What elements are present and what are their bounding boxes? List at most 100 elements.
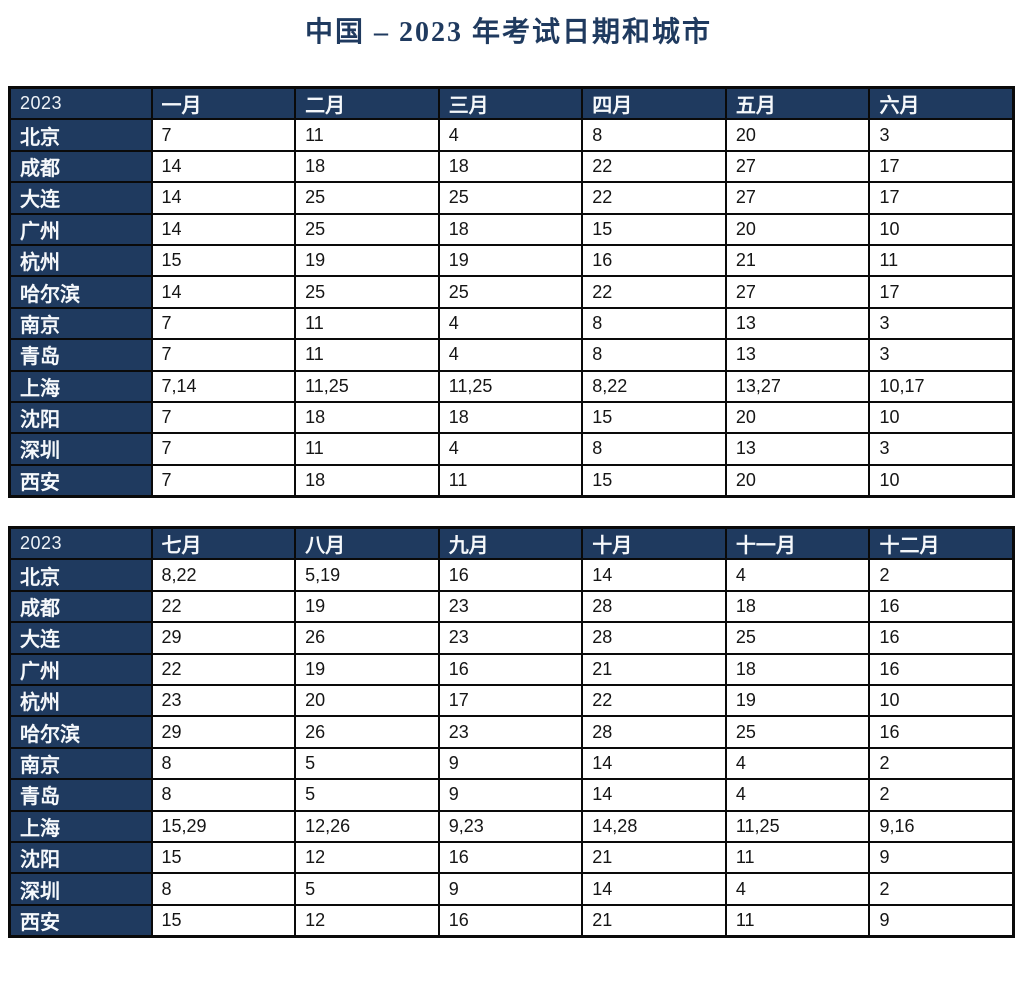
month-header-cell: 十月 xyxy=(581,526,727,561)
exam-date-cell: 10 xyxy=(868,463,1015,498)
exam-date-cell: 12,26 xyxy=(294,809,440,843)
exam-date-cell: 29 xyxy=(150,621,297,655)
exam-date-cell: 25 xyxy=(294,275,440,309)
city-name-cell: 哈尔滨 xyxy=(8,715,153,749)
exam-date-cell: 25 xyxy=(294,212,440,246)
exam-date-cell: 22 xyxy=(581,684,727,718)
city-row: 南京 7 11 4 8 13 3 xyxy=(8,306,1015,341)
exam-date-cell: 3 xyxy=(868,338,1015,372)
city-name-cell: 杭州 xyxy=(8,243,153,278)
city-name-cell: 青岛 xyxy=(8,778,153,812)
city-name-cell: 西安 xyxy=(8,463,153,498)
exam-date-cell: 11 xyxy=(294,306,440,341)
exam-date-cell: 15,29 xyxy=(150,809,297,843)
exam-date-cell: 14 xyxy=(150,181,297,215)
exam-date-cell: 3 xyxy=(868,306,1015,341)
exam-date-cell: 8 xyxy=(581,338,727,372)
exam-date-cell: 21 xyxy=(581,652,727,687)
exam-date-cell: 26 xyxy=(294,621,440,655)
exam-date-cell: 7,14 xyxy=(150,369,297,403)
exam-date-cell: 27 xyxy=(724,149,871,184)
city-row: 西安 15 12 16 21 11 9 xyxy=(8,903,1015,938)
city-row: 杭州 23 20 17 22 19 10 xyxy=(8,684,1015,718)
city-name-cell: 深圳 xyxy=(8,872,153,906)
exam-date-cell: 4 xyxy=(724,746,871,781)
city-name-cell: 上海 xyxy=(8,369,153,403)
exam-date-cell: 9 xyxy=(437,872,584,906)
exam-date-cell: 16 xyxy=(868,621,1015,655)
exam-date-cell: 17 xyxy=(868,275,1015,309)
exam-date-cell: 10,17 xyxy=(868,369,1015,403)
exam-date-cell: 19 xyxy=(437,243,584,278)
city-row: 大连 29 26 23 28 25 16 xyxy=(8,621,1015,655)
exam-date-cell: 11 xyxy=(294,118,440,152)
exam-date-cell: 15 xyxy=(150,243,297,278)
city-row: 沈阳 7 18 18 15 20 10 xyxy=(8,400,1015,435)
exam-date-cell: 26 xyxy=(294,715,440,749)
exam-date-cell: 14,28 xyxy=(581,809,727,843)
month-header-cell: 十一月 xyxy=(724,526,871,561)
exam-date-cell: 4 xyxy=(724,558,871,592)
city-row: 深圳 8 5 9 14 4 2 xyxy=(8,872,1015,906)
exam-date-cell: 11 xyxy=(868,243,1015,278)
exam-date-cell: 7 xyxy=(150,400,297,435)
exam-dates-table-jan-jun: 2023 一月 二月 三月 四月 五月 六月 北京 7 11 4 8 20 3 成都 14 18 18 22 27 17… xyxy=(8,86,1015,499)
exam-date-cell: 5 xyxy=(294,872,440,906)
exam-date-cell: 8 xyxy=(150,778,297,812)
header-row: 2023 一月 二月 三月 四月 五月 六月 xyxy=(8,86,1015,121)
exam-date-cell: 11 xyxy=(294,432,440,466)
month-header-cell: 五月 xyxy=(724,86,871,121)
exam-date-cell: 4 xyxy=(724,778,871,812)
city-name-cell: 北京 xyxy=(8,118,153,152)
month-header-cell: 九月 xyxy=(437,526,584,561)
exam-date-cell: 21 xyxy=(724,243,871,278)
exam-date-cell: 3 xyxy=(868,432,1015,466)
exam-date-cell: 8,22 xyxy=(150,558,297,592)
exam-date-cell: 11 xyxy=(724,840,871,875)
exam-date-cell: 3 xyxy=(868,118,1015,152)
exam-date-cell: 4 xyxy=(437,432,584,466)
city-row: 沈阳 15 12 16 21 11 9 xyxy=(8,840,1015,875)
exam-date-cell: 2 xyxy=(868,746,1015,781)
exam-date-cell: 9 xyxy=(868,840,1015,875)
month-header-cell: 七月 xyxy=(150,526,297,561)
exam-date-cell: 4 xyxy=(724,872,871,906)
city-row: 青岛 8 5 9 14 4 2 xyxy=(8,778,1015,812)
city-row: 大连 14 25 25 22 27 17 xyxy=(8,181,1015,215)
exam-date-cell: 14 xyxy=(581,746,727,781)
exam-date-cell: 21 xyxy=(581,840,727,875)
city-name-cell: 成都 xyxy=(8,589,153,624)
exam-date-cell: 4 xyxy=(437,306,584,341)
exam-date-cell: 5,19 xyxy=(294,558,440,592)
exam-date-cell: 14 xyxy=(581,778,727,812)
exam-date-cell: 16 xyxy=(437,903,584,938)
exam-date-cell: 14 xyxy=(150,275,297,309)
exam-date-cell: 11,25 xyxy=(437,369,584,403)
exam-date-cell: 11 xyxy=(724,903,871,938)
exam-date-cell: 14 xyxy=(150,212,297,246)
exam-date-cell: 22 xyxy=(581,149,727,184)
exam-date-cell: 10 xyxy=(868,400,1015,435)
exam-date-cell: 7 xyxy=(150,338,297,372)
city-row: 杭州 15 19 19 16 21 11 xyxy=(8,243,1015,278)
exam-date-cell: 29 xyxy=(150,715,297,749)
city-name-cell: 广州 xyxy=(8,212,153,246)
exam-dates-table-jul-dec: 2023 七月 八月 九月 十月 十一月 十二月 北京 8,22 5,19 16 14 4 2 成都 22 19… xyxy=(8,526,1015,939)
exam-date-cell: 28 xyxy=(581,589,727,624)
exam-date-cell: 9 xyxy=(868,903,1015,938)
city-row: 成都 14 18 18 22 27 17 xyxy=(8,149,1015,184)
city-name-cell: 大连 xyxy=(8,181,153,215)
exam-date-cell: 20 xyxy=(724,118,871,152)
exam-date-cell: 18 xyxy=(437,400,584,435)
exam-date-cell: 16 xyxy=(868,589,1015,624)
exam-date-cell: 8 xyxy=(150,746,297,781)
city-row: 西安 7 18 11 15 20 10 xyxy=(8,463,1015,498)
exam-date-cell: 25 xyxy=(437,181,584,215)
exam-date-cell: 17 xyxy=(868,181,1015,215)
exam-date-cell: 9 xyxy=(437,778,584,812)
month-header-cell: 六月 xyxy=(868,86,1015,121)
city-name-cell: 南京 xyxy=(8,746,153,781)
month-header-cell: 一月 xyxy=(150,86,297,121)
exam-date-cell: 13,27 xyxy=(724,369,871,403)
city-row: 青岛 7 11 4 8 13 3 xyxy=(8,338,1015,372)
